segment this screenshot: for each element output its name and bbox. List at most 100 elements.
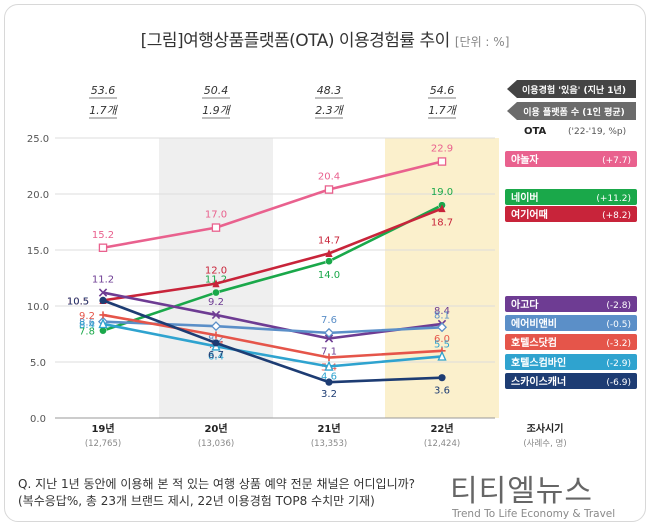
data-label: 9.2	[208, 297, 224, 308]
legend-tag-platforms	[507, 102, 636, 120]
ota-header-sub: ('22-'19, %p)	[568, 127, 626, 137]
legend-name: 스카이스캐너	[511, 375, 566, 388]
legend-change: (+11.2)	[596, 194, 631, 204]
brand-logo: 티티엘뉴스	[450, 474, 593, 509]
data-point	[325, 249, 333, 257]
data-point	[437, 350, 447, 361]
legend-name: 호텔스컴바인	[511, 356, 566, 369]
data-label: 7.1	[321, 346, 337, 357]
data-label: 9.2	[79, 311, 95, 322]
footnote: Q. 지난 1년 동안에 이용해 본 적 있는 여행 상품 예약 전문 채널은 …	[18, 476, 415, 510]
data-label: 7.8	[79, 327, 95, 338]
platform-count-label: 1.7개	[428, 104, 457, 117]
data-label: 10.5	[67, 296, 89, 307]
data-label: 6.4	[208, 351, 224, 362]
legend-box-네이버	[505, 189, 637, 205]
data-label: 10.5	[67, 296, 89, 307]
brand-tagline: Trend To Life Economy & Travel	[452, 508, 616, 520]
x-tick-label: 20년	[204, 422, 227, 435]
experience-rate-label: 48.3	[317, 84, 342, 97]
data-label: 20.4	[318, 172, 340, 183]
legend-box-호텔스닷컴	[505, 334, 637, 350]
experience-rate-label: 53.6	[91, 84, 116, 97]
data-point	[438, 204, 446, 213]
shaded-column-20년	[159, 138, 273, 418]
series-스카이스캐너	[99, 296, 446, 386]
data-label: 17.0	[205, 210, 227, 221]
platform-count-label: 2.3개	[315, 104, 344, 117]
sample-size-label: (13,036)	[198, 439, 234, 449]
data-point	[99, 311, 107, 319]
data-label: 15.2	[92, 230, 114, 241]
legend-change: (-2.9)	[606, 359, 631, 369]
data-label: 3.2	[321, 389, 337, 400]
data-label: 19.0	[431, 187, 453, 198]
legend-tag-experience	[507, 80, 636, 98]
chart-title: [그림]여행상품플랫폼(OTA) 이용경험률 추이	[140, 31, 451, 51]
sample-size-label: (12,424)	[424, 439, 460, 449]
data-point	[324, 360, 334, 371]
legend-name: 아고다	[511, 298, 539, 311]
title-block: [그림]여행상품플랫폼(OTA) 이용경험률 추이 [단위 : %]	[0, 26, 650, 51]
data-point	[212, 288, 220, 297]
data-label: 12.0	[205, 266, 227, 277]
data-point	[99, 296, 107, 304]
experience-rate-label: 50.4	[204, 84, 229, 97]
survey-sample-label: (사례수, 명)	[523, 438, 566, 449]
data-label: 7.6	[321, 315, 337, 326]
data-point	[212, 279, 220, 288]
data-label: 6.7	[208, 350, 224, 361]
data-point	[210, 321, 222, 332]
y-tick-label: 15.0	[27, 246, 49, 257]
data-point	[324, 334, 334, 343]
data-point	[438, 374, 446, 382]
data-point	[437, 157, 447, 166]
y-tick-label: 0.0	[30, 414, 46, 425]
legend-name: 에어비앤비	[511, 317, 557, 330]
series-line	[102, 322, 443, 368]
legend-name: 호텔스닷컴	[511, 336, 557, 349]
x-tick-label: 22년	[430, 422, 453, 435]
experience-rate-label: 54.6	[430, 84, 455, 97]
sample-size-label: (13,353)	[311, 439, 347, 449]
data-label: 22.9	[431, 144, 453, 155]
data-label: 14.7	[318, 235, 340, 246]
data-point	[211, 310, 221, 320]
ota-header-label: OTA	[524, 126, 547, 137]
shaded-column-22년	[385, 138, 499, 418]
footnote-note: (복수응답%, 총 23개 브랜드 제시, 22년 이용경험 TOP8 수치만 …	[18, 494, 375, 508]
survey-period-label: 조사시기	[527, 422, 564, 435]
series-line	[102, 160, 443, 250]
y-tick-label: 25.0	[27, 134, 49, 145]
unit-label: [단위 : %]	[454, 35, 510, 49]
data-label: 4.6	[321, 371, 337, 382]
sample-size-label: (12,765)	[85, 439, 121, 449]
y-tick-label: 10.0	[27, 302, 49, 313]
legend-box-아고다	[505, 296, 637, 312]
legend-tag-label: 이용경험 '있음' (지난 1년)	[522, 84, 626, 96]
data-label: 11.2	[92, 275, 114, 286]
series-line	[102, 207, 443, 302]
series-line	[102, 313, 443, 359]
series-line	[102, 299, 443, 384]
series-야놀자	[98, 157, 447, 253]
data-label: 8.6	[79, 318, 95, 329]
data-label: 14.0	[318, 270, 340, 281]
data-point	[212, 331, 220, 339]
data-point	[323, 327, 335, 338]
legend-change: (-6.9)	[606, 378, 631, 388]
legend-name: 야놀자	[511, 153, 539, 166]
x-tick-label: 19년	[91, 422, 114, 435]
legend-tag-label: 이용 플랫폼 수 (1인 평균)	[523, 106, 625, 118]
legend-change: (+8.2)	[602, 211, 631, 221]
legend-change: (-3.2)	[606, 339, 631, 349]
data-point	[212, 339, 220, 347]
series-line	[102, 204, 443, 332]
platform-count-label: 1.7개	[89, 104, 118, 117]
data-point	[324, 185, 334, 194]
data-point	[325, 257, 333, 266]
legend-box-야놀자	[505, 151, 637, 167]
data-label: 5.5	[434, 339, 450, 350]
legend-change: (+7.7)	[602, 156, 631, 166]
data-label: 18.7	[431, 218, 453, 229]
